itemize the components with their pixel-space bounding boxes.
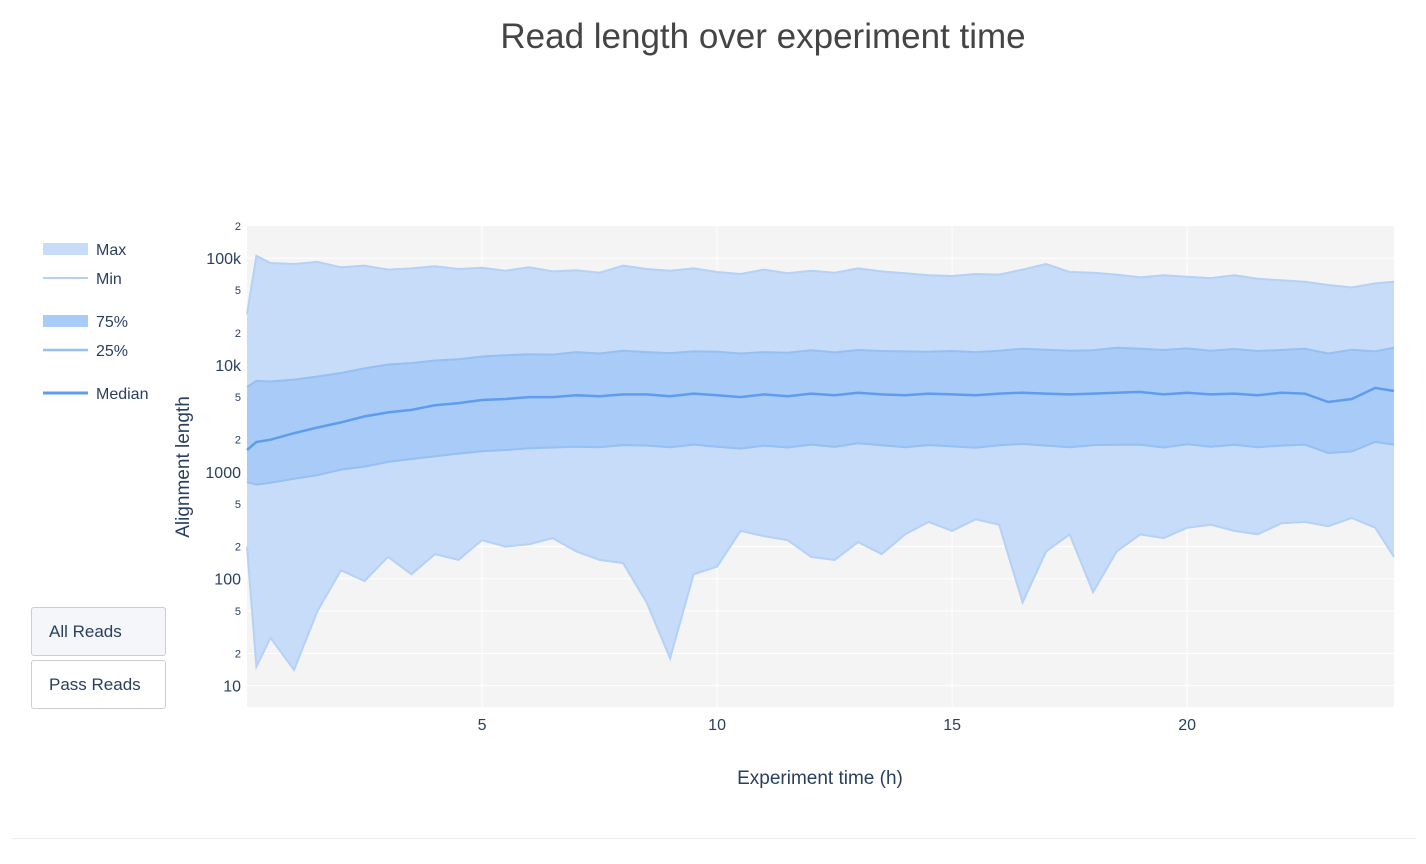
- legend-label: Max: [96, 242, 126, 259]
- y-tick-label: 100: [214, 572, 241, 589]
- all-reads-button[interactable]: All Reads: [31, 607, 166, 656]
- legend-label: 25%: [96, 343, 128, 360]
- x-axis-ticks: 5 10 15 20: [478, 717, 1197, 734]
- legend-label: Median: [96, 386, 148, 403]
- y-axis-ticks: 10 100 1000 10k 100k 2 5 2 5 2 5 2 5 2: [205, 221, 242, 696]
- legend-swatch-2: [43, 315, 88, 327]
- y-minor-tick-label: 2: [235, 221, 241, 233]
- y-minor-tick-label: 5: [235, 392, 241, 404]
- y-minor-tick-label: 5: [235, 499, 241, 511]
- chart-title: Read length over experiment time: [500, 17, 1025, 56]
- y-minor-tick-label: 2: [235, 328, 241, 340]
- y-minor-tick-label: 5: [235, 285, 241, 297]
- y-tick-label: 10k: [215, 358, 242, 375]
- pass-reads-button[interactable]: Pass Reads: [31, 660, 166, 709]
- legend-label: 75%: [96, 314, 128, 331]
- x-tick-label: 15: [943, 717, 961, 734]
- footer-divider: [12, 838, 1416, 839]
- legend: Max Min 75% 25% Median: [43, 242, 148, 403]
- y-tick-label: 1000: [205, 465, 241, 482]
- x-tick-label: 5: [478, 717, 487, 734]
- y-tick-label: 100k: [206, 251, 242, 268]
- x-tick-label: 10: [708, 717, 726, 734]
- x-tick-label: 20: [1178, 717, 1196, 734]
- x-axis-label: Experiment time (h): [737, 768, 903, 789]
- y-minor-tick-label: 2: [235, 542, 241, 554]
- y-minor-tick-label: 5: [235, 606, 241, 618]
- legend-swatch-0: [43, 243, 88, 255]
- y-tick-label: 10: [223, 679, 241, 696]
- y-minor-tick-label: 2: [235, 435, 241, 447]
- y-minor-tick-label: 2: [235, 648, 241, 660]
- legend-label: Min: [96, 271, 122, 288]
- y-axis-label: Alignment length: [173, 396, 194, 538]
